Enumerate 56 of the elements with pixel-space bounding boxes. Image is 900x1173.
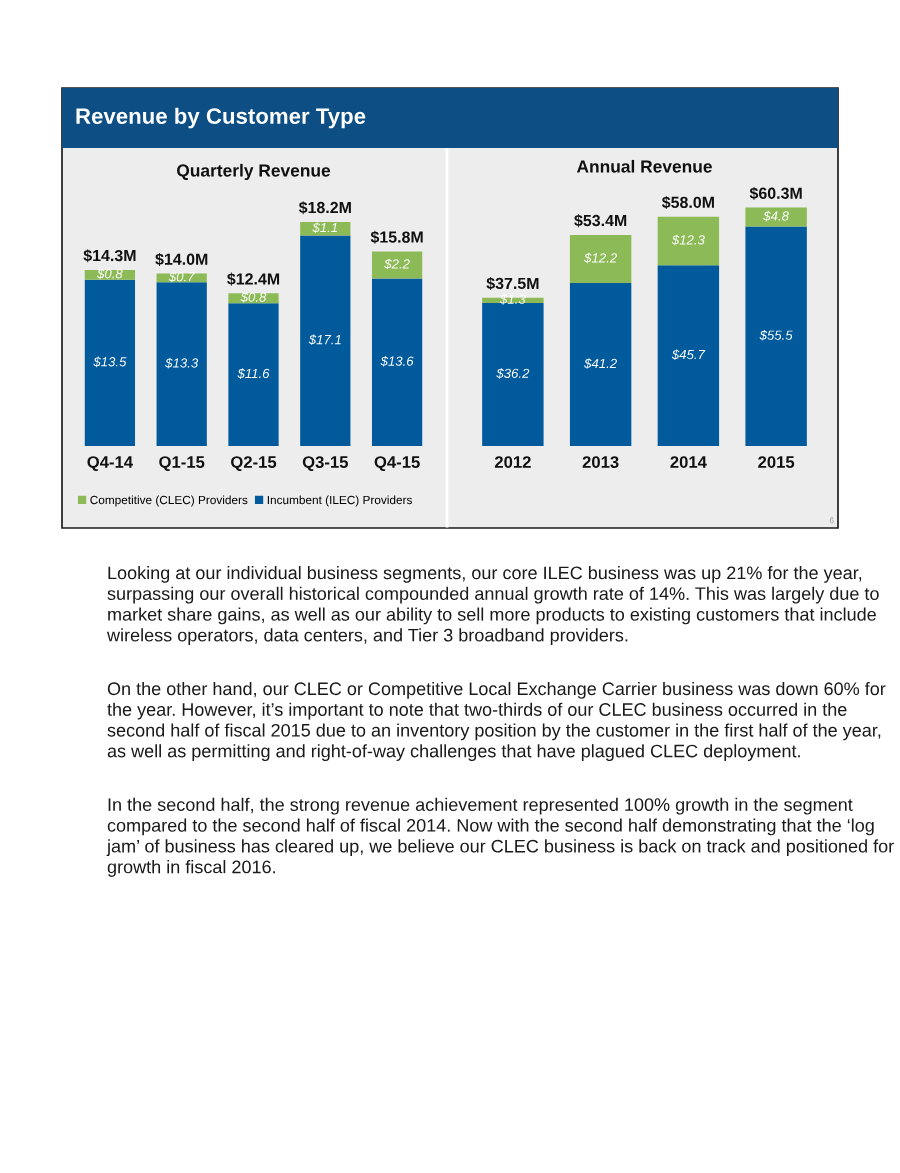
text: 6 <box>829 517 834 524</box>
data-label: $0.8 <box>96 268 123 280</box>
total-label: $53.4M <box>574 214 627 228</box>
bar <box>657 216 720 266</box>
text: On the other hand, our CLEC or Competitive Local Exchange Carrier business was down 60% for the year. However, it’s important to note that two-thirds of our CLEC business occurred in the second half of fiscal 2015 due to an inventory position by the customer in the first half of the year, as well as permitting and right-of-way challenges that have plagued CLEC deployment. <box>107 681 886 761</box>
chart-subtitle: Quarterly Revenue <box>177 163 331 181</box>
x-tick-label: 2012 <box>494 456 531 468</box>
x-tick-label: Q3-15 <box>302 456 348 472</box>
text: Looking at our individual business segments, our core ILEC business was up 21% for the year, surpassing our overall historical compounded annual growth rate of 14%. This was largely due to market share gains, as well as our ability to sell more products to existing customers that include wireless operators, data centers, and Tier 3 broadband providers. <box>106 566 879 646</box>
x-tick-label: Q4-14 <box>87 456 133 472</box>
bar <box>569 283 632 446</box>
total-label: $58.0M <box>661 195 714 210</box>
text: In the second half, the strong revenue achievement represented 100% growth in the segment compared to the second half of fiscal 2014. Now with the second half demonstrating that the ‘log jam’ of business has cleared up, we believe our CLEC business is back on track and positioned for growth in fiscal 2016. <box>106 797 894 877</box>
x-tick-label: Q1-15 <box>159 456 205 472</box>
bar <box>745 226 807 446</box>
data-label: $0.7 <box>168 271 195 283</box>
data-label: $2.2 <box>384 258 410 270</box>
bar <box>300 235 351 446</box>
total-label: $12.4M <box>227 272 280 286</box>
x-tick-label: 2015 <box>758 456 795 468</box>
data-label: $12.3 <box>671 234 705 246</box>
data-label: $13.5 <box>93 356 127 368</box>
data-label: $1.1 <box>312 222 338 233</box>
bar <box>745 207 807 227</box>
bar <box>657 265 720 446</box>
bar <box>371 278 423 446</box>
total-label: $15.8M <box>370 230 423 244</box>
data-label: $36.2 <box>496 368 530 379</box>
total-label: $18.2M <box>298 201 351 215</box>
x-tick-label: 2014 <box>670 456 707 468</box>
chart-subtitle: Annual Revenue <box>576 159 712 173</box>
chart-title: Revenue by Customer Type <box>76 107 366 129</box>
legend-label: Incumbent (ILEC) Providers <box>267 495 412 507</box>
x-tick-label: Q2-15 <box>231 456 277 472</box>
data-label: $45.7 <box>671 349 706 360</box>
bar <box>84 279 136 446</box>
data-label: $41.2 <box>584 358 617 369</box>
data-label: $13.6 <box>380 355 414 367</box>
legend-label: Competitive (CLEC) Providers <box>90 495 248 507</box>
total-label: $37.5M <box>486 277 539 291</box>
total-label: $14.0M <box>155 252 208 266</box>
bar <box>569 234 632 284</box>
total-label: $14.3M <box>83 249 136 263</box>
data-label: $17.1 <box>308 334 341 346</box>
bar <box>228 303 279 446</box>
bar <box>156 282 207 446</box>
bar <box>371 251 423 279</box>
data-label: $0.8 <box>240 291 267 303</box>
total-label: $60.3M <box>749 186 802 200</box>
data-label: $13.3 <box>165 357 199 369</box>
x-tick-label: Q4-15 <box>374 456 420 472</box>
data-label: $4.8 <box>763 210 789 222</box>
data-label: $11.6 <box>237 368 270 379</box>
data-label: $12.2 <box>584 252 617 264</box>
data-label: $55.5 <box>759 329 793 341</box>
x-tick-label: 2013 <box>582 456 619 468</box>
